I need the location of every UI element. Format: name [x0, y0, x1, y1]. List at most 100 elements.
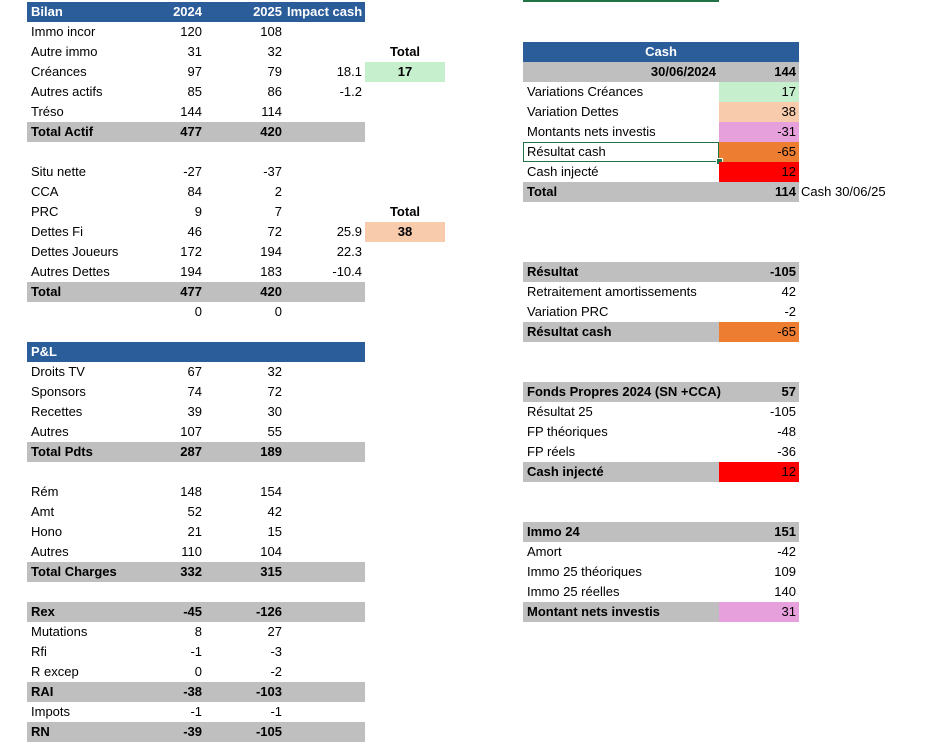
cash-row-label-selected[interactable]: Résultat cash [523, 142, 719, 162]
fp-header-label[interactable]: Fonds Propres 2024 (SN +CCA) [527, 384, 721, 399]
bilan-row-label[interactable]: Immo incor [31, 24, 96, 39]
total-box-2-value[interactable]: 38 [365, 222, 445, 242]
fp-row-label[interactable]: FP réels [527, 444, 576, 459]
cash-row-label[interactable]: Montants nets investis [527, 124, 656, 139]
bilan-cell-2025[interactable]: 2 [274, 184, 282, 199]
cash-total-value[interactable]: 114 [775, 184, 796, 199]
pl-cell-2024[interactable]: 148 [180, 484, 202, 499]
cash-opening-value[interactable]: 144 [774, 64, 796, 79]
immo-row-value[interactable]: -42 [777, 544, 796, 559]
bilan-cell-2024[interactable]: 84 [187, 184, 202, 199]
impots-2025[interactable]: -1 [270, 704, 282, 719]
bilan-cell-2024[interactable]: 85 [187, 84, 202, 99]
fp-row-value[interactable]: -36 [777, 444, 796, 459]
bilan-cell-impact[interactable]: -10.4 [332, 264, 362, 279]
bilan-header-2024[interactable]: 2024 [147, 2, 205, 22]
pl-cell-2025[interactable]: 104 [260, 544, 282, 559]
bilan-cell-2025[interactable]: 72 [267, 224, 282, 239]
bilan-row-label[interactable]: Autres actifs [31, 84, 103, 99]
fp-row-label[interactable]: FP théoriques [527, 424, 608, 439]
pl-cell-2024[interactable]: 52 [187, 504, 202, 519]
cash-row-value[interactable]: 38 [719, 102, 799, 122]
pl-cell-2025[interactable]: 32 [267, 364, 282, 379]
fp-total-value[interactable]: 12 [719, 462, 799, 482]
cash-date[interactable]: 30/06/2024 [650, 64, 716, 79]
pl-row-label[interactable]: R excep [31, 664, 79, 679]
cash-row-value[interactable]: -31 [719, 122, 799, 142]
bilan-cell-2025[interactable]: 194 [260, 244, 282, 259]
rai-2024[interactable]: -38 [183, 684, 202, 699]
bilan-cell-2025[interactable]: 7 [274, 204, 282, 219]
pl-row-label[interactable]: Rfi [31, 644, 47, 659]
bilan-row-label[interactable]: Créances [31, 64, 87, 79]
total-passif-label[interactable]: Total [31, 284, 62, 299]
bilan-header-impact[interactable]: Impact cash [283, 2, 365, 22]
total-box-2-label[interactable]: Total [389, 204, 421, 219]
bilan-row-label[interactable]: Dettes Fi [31, 224, 84, 239]
total-charges-2024[interactable]: 332 [180, 564, 202, 579]
bilan-cell-2024[interactable]: 172 [180, 244, 202, 259]
pl-cell-2024[interactable]: 39 [187, 404, 202, 419]
bilan-cell-2025[interactable]: 108 [260, 24, 282, 39]
pl-row-label[interactable]: Recettes [31, 404, 83, 419]
bilan-row-label[interactable]: CCA [31, 184, 59, 199]
resultat-row-label[interactable]: Variation PRC [527, 304, 609, 319]
bilan-row-label[interactable]: Autres Dettes [31, 264, 110, 279]
cash-total-label[interactable]: Total [527, 184, 558, 199]
pl-row-label[interactable]: Mutations [31, 624, 88, 639]
bilan-cell-2025[interactable]: 79 [267, 64, 282, 79]
total-box-1-value[interactable]: 17 [365, 62, 445, 82]
bilan-cell-2025[interactable]: 32 [267, 44, 282, 59]
resultat-total-label[interactable]: Résultat cash [527, 324, 612, 339]
bilan-cell-impact[interactable]: 25.9 [336, 224, 362, 239]
pl-cell-2024[interactable]: 21 [187, 524, 202, 539]
total-actif-label[interactable]: Total Actif [31, 124, 94, 139]
pl-cell-2025[interactable]: 72 [267, 384, 282, 399]
resultat-total-value[interactable]: -65 [719, 322, 799, 342]
total-produits-label[interactable]: Total Pdts [31, 444, 93, 459]
bilan-cell-impact[interactable]: 22.3 [336, 244, 362, 259]
immo-row-label[interactable]: Immo 25 réelles [527, 584, 620, 599]
pl-cell-2024[interactable]: 107 [180, 424, 202, 439]
rex-2025[interactable]: -126 [255, 604, 282, 619]
immo-row-label[interactable]: Immo 25 théoriques [527, 564, 642, 579]
pl-cell-2024[interactable]: -1 [190, 644, 202, 659]
pl-row-label[interactable]: Rém [31, 484, 59, 499]
bilan-cell-2025[interactable]: 86 [267, 84, 282, 99]
impots-2024[interactable]: -1 [190, 704, 202, 719]
pl-row-label[interactable]: Hono [31, 524, 63, 539]
resultat-row-value[interactable]: 42 [781, 284, 796, 299]
total-charges-label[interactable]: Total Charges [31, 564, 117, 579]
bilan-cell-2025[interactable]: 114 [261, 104, 282, 119]
bilan-row-label[interactable]: PRC [31, 204, 59, 219]
resultat-header-value[interactable]: -105 [769, 264, 796, 279]
total-produits-2025[interactable]: 189 [260, 444, 282, 459]
rn-2025[interactable]: -105 [255, 724, 282, 739]
pl-cell-2025[interactable]: 154 [260, 484, 282, 499]
immo-total-value[interactable]: 31 [719, 602, 799, 622]
pl-cell-2024[interactable]: 0 [194, 664, 202, 679]
resultat-header-label[interactable]: Résultat [527, 264, 579, 279]
pl-cell-2025[interactable]: 15 [267, 524, 282, 539]
bilan-cell-impact[interactable]: -1.2 [339, 84, 362, 99]
impots-label[interactable]: Impots [31, 704, 71, 719]
cash-row-value[interactable]: 17 [719, 82, 799, 102]
resultat-row-label[interactable]: Retraitement amortissements [527, 284, 697, 299]
pl-cell-2025[interactable]: -2 [270, 664, 282, 679]
total-actif-2024[interactable]: 477 [180, 124, 202, 139]
pl-cell-2025[interactable]: 30 [267, 404, 282, 419]
bilan-cell-2024[interactable]: 9 [194, 204, 202, 219]
immo-header-label[interactable]: Immo 24 [527, 524, 580, 539]
cash-row-value[interactable]: 12 [719, 162, 799, 182]
rn-2024[interactable]: -39 [183, 724, 202, 739]
bilan-row-label[interactable]: Autre immo [31, 44, 98, 59]
pl-row-label[interactable]: Sponsors [31, 384, 86, 399]
fp-header-value[interactable]: 57 [781, 384, 796, 399]
pl-row-label[interactable]: Autres [31, 544, 69, 559]
fp-row-value[interactable]: -105 [769, 404, 796, 419]
rai-label[interactable]: RAI [31, 684, 54, 699]
bilan-cell-2024[interactable]: 194 [180, 264, 202, 279]
total-passif-2025[interactable]: 420 [260, 284, 282, 299]
resultat-row-value[interactable]: -2 [784, 304, 796, 319]
total-passif-2024[interactable]: 477 [180, 284, 202, 299]
